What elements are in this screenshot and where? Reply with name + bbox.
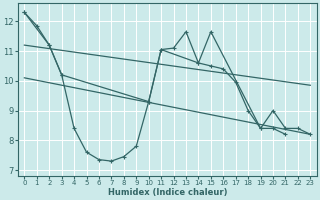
X-axis label: Humidex (Indice chaleur): Humidex (Indice chaleur) <box>108 188 227 197</box>
